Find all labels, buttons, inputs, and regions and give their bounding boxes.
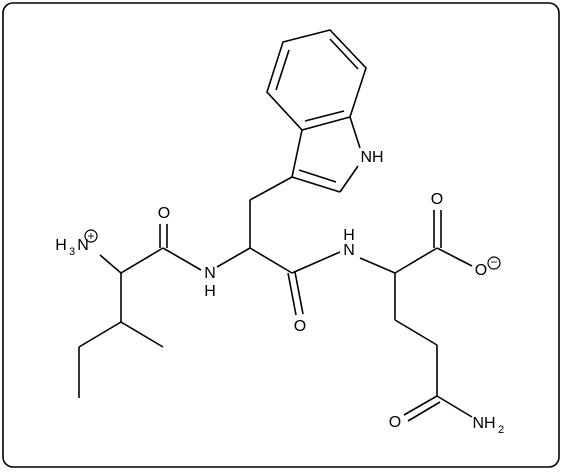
charge: − (490, 255, 497, 269)
atom-label: O (431, 191, 443, 208)
atom-label: O (475, 262, 487, 279)
atom-label: 3 (69, 246, 75, 258)
atom-label: NH (360, 149, 383, 166)
atom-label: H (55, 237, 67, 254)
atom-label: H (343, 227, 355, 244)
atom-label: N (343, 242, 355, 259)
atom-label: O (389, 414, 401, 431)
atom-label: N (204, 265, 216, 282)
atom-label: 2 (498, 424, 504, 436)
atom-label: O (294, 318, 306, 335)
atom-label: N (77, 237, 89, 254)
charge: + (87, 229, 94, 243)
atom-labels: H 3 N + O N H O H N NH O O − O NH 2 (55, 149, 504, 436)
bonds (78, 29, 473, 422)
atom-label: O (158, 205, 170, 222)
frame (2, 2, 560, 468)
atom-label: NH (472, 415, 495, 432)
charge-ring (84, 229, 98, 243)
charge-ring (487, 256, 501, 270)
atom-label: H (204, 283, 216, 300)
